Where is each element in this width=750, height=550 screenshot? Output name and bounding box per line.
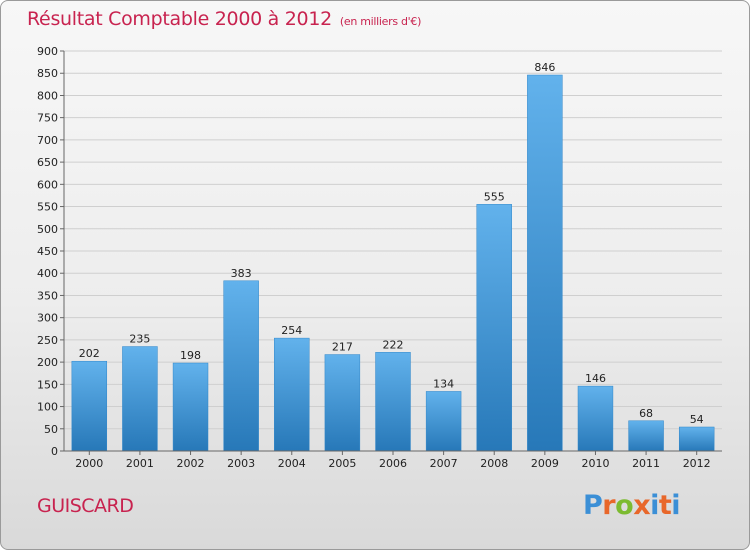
y-tick-label: 150 [37,378,58,391]
data-label-2010: 146 [585,372,606,385]
commune-name: GUISCARD [37,495,134,517]
data-label-2005: 217 [332,341,353,354]
logo-letter: P [583,490,603,521]
logo-letter: r [602,490,616,521]
bar-2011 [628,420,664,452]
y-tick-label: 650 [37,156,58,169]
x-tick-label-2000: 2000 [75,457,103,470]
bar-2005 [324,354,361,452]
bar-2009 [527,74,563,452]
data-label-2000: 202 [79,347,100,360]
x-tick-label-2004: 2004 [278,457,306,470]
x-tick-label-2006: 2006 [379,457,407,470]
x-tick-label-2011: 2011 [632,457,660,470]
logo-letter: o [615,490,634,521]
data-label-2012: 54 [690,413,704,426]
bar-2006 [375,352,411,452]
y-tick-label: 100 [37,401,58,414]
y-tick-label: 700 [37,134,58,147]
bar-2001 [122,346,158,452]
bar-2004 [274,337,310,452]
data-label-2003: 383 [231,267,252,280]
y-tick-label: 750 [37,112,58,125]
y-tick-label: 300 [37,312,58,325]
x-tick-label-2007: 2007 [430,457,458,470]
bars: 202 235 198 383 254 217 222 134 555 846 146 68 54 [71,61,715,452]
data-label-2007: 134 [433,377,454,390]
bar-2002 [172,362,209,452]
data-label-2001: 235 [129,333,150,346]
bar-2000 [71,360,108,452]
y-tick-label: 450 [37,245,58,258]
logo-letter: x [633,490,651,521]
data-label-2004: 254 [281,324,302,337]
data-label-2006: 222 [383,338,404,351]
bar-2010 [577,385,614,452]
x-tick-label-2010: 2010 [581,457,609,470]
logo-letter: i [650,490,659,521]
data-label-2011: 68 [639,407,653,420]
bar-2008 [476,204,512,452]
y-tick-label: 400 [37,267,58,280]
x-tick-label-2012: 2012 [683,457,711,470]
y-tick-label: 550 [37,201,58,214]
y-tick-label: 250 [37,334,58,347]
data-label-2008: 555 [484,190,505,203]
data-label-2002: 198 [180,349,201,362]
y-tick-label: 0 [51,445,58,458]
y-tick-label: 50 [44,423,58,436]
x-tick-label-2008: 2008 [480,457,508,470]
x-tick-label-2001: 2001 [126,457,154,470]
y-tick-label: 850 [37,67,58,80]
x-tick-label-2003: 2003 [227,457,255,470]
y-tick-label: 500 [37,223,58,236]
y-tick-label: 200 [37,356,58,369]
y-tick-label: 800 [37,89,58,102]
x-tick-label-2005: 2005 [328,457,356,470]
logo-letter: i [671,490,681,521]
bar-2012 [678,426,715,452]
proxiti-logo: Proxiti [583,490,681,521]
chart-title: Résultat Comptable 2000 à 2012 (en millie… [27,8,421,30]
chart-subtitle: (en milliers d'€) [339,15,422,28]
y-tick-label: 600 [37,178,58,191]
title-text: Résultat Comptable 2000 à 2012 [27,8,332,30]
bar-2003 [223,280,259,452]
bar-2007 [425,391,462,452]
logo-letter: t [658,490,672,521]
data-label-2009: 846 [534,61,555,74]
y-tick-label: 900 [37,45,58,58]
x-tick-label-2002: 2002 [177,457,205,470]
y-tick-label: 350 [37,289,58,302]
axes: 0 50 100 150 200 250 300 350 400 450 500 550 600 650 7… [37,45,722,470]
x-tick-label-2009: 2009 [531,457,559,470]
